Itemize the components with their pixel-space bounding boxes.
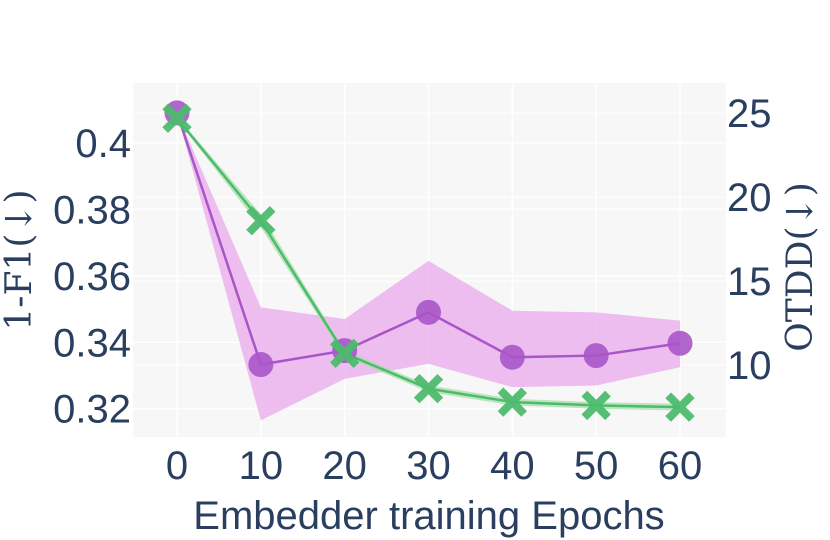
y-right-tick-label: 10 bbox=[727, 344, 772, 388]
x-tick-label: 20 bbox=[322, 444, 367, 488]
x-tick-label: 50 bbox=[574, 444, 619, 488]
x-tick-label: 40 bbox=[490, 444, 535, 488]
series-markers bbox=[162, 100, 695, 422]
series-1-point bbox=[162, 103, 192, 133]
y-left-tick-labels: 0.32 0.34 0.36 0.38 0.4 bbox=[53, 122, 131, 432]
series-1-point bbox=[665, 392, 695, 422]
series-1-point bbox=[330, 338, 360, 369]
series-0-point bbox=[667, 330, 693, 356]
series-1-point bbox=[497, 387, 527, 417]
x-tick-label: 30 bbox=[406, 444, 451, 488]
x-tick-label: 0 bbox=[166, 444, 188, 488]
series-1-point bbox=[413, 373, 444, 404]
series-0-point bbox=[248, 352, 274, 378]
y-left-tick-label: 0.32 bbox=[53, 388, 131, 432]
x-tick-label: 10 bbox=[239, 444, 284, 488]
series-1-point bbox=[581, 390, 611, 421]
y-right-tick-label: 25 bbox=[727, 92, 772, 136]
bands bbox=[177, 112, 680, 421]
y-right-tick-labels: 10 15 20 25 bbox=[727, 92, 772, 388]
x-axis-title: Embedder training Epochs bbox=[193, 494, 664, 538]
x-tick-labels: 0 10 20 30 40 50 60 bbox=[166, 444, 702, 488]
series-1-point bbox=[246, 206, 276, 236]
y-left-axis-title: 1-F1(↓) bbox=[0, 189, 40, 330]
y-right-tick-label: 20 bbox=[727, 176, 772, 220]
series-0-point bbox=[416, 299, 441, 325]
x-tick-label: 60 bbox=[658, 444, 703, 488]
y-left-tick-label: 0.38 bbox=[53, 188, 131, 232]
y-right-axis-title: OTDD(↓) bbox=[780, 182, 821, 352]
y-left-tick-label: 0.36 bbox=[53, 255, 131, 299]
y-right-tick-label: 15 bbox=[727, 260, 772, 304]
series-0-band bbox=[177, 112, 680, 421]
series-0-point bbox=[499, 344, 525, 370]
y-left-tick-label: 0.34 bbox=[53, 321, 131, 365]
y-left-tick-label: 0.4 bbox=[75, 122, 131, 166]
series-0-point bbox=[583, 343, 609, 369]
